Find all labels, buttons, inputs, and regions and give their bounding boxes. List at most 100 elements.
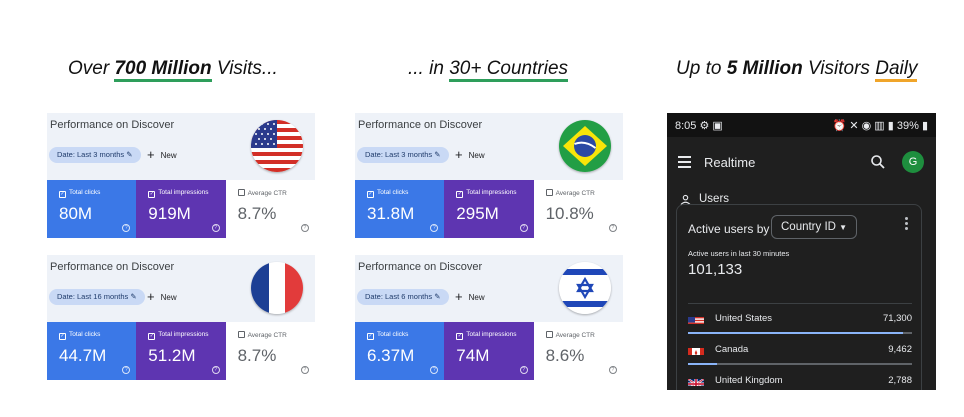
- card-title: Performance on Discover: [358, 261, 483, 273]
- metric-label: ✓ Total clicks: [367, 331, 408, 340]
- new-filter-button[interactable]: + New: [147, 147, 177, 164]
- help-icon: ?: [519, 366, 528, 374]
- metrics-row: ✓ Total clicks 6.37M? ✓ Total impressions 74…: [355, 322, 623, 380]
- metric-label-text: Average CTR: [247, 332, 287, 339]
- metrics-row: ✓ Total clicks 80M? ✓ Total impressions 919M…: [47, 180, 315, 238]
- checkbox-icon: ✓: [456, 191, 464, 198]
- country-name: United States: [715, 313, 773, 324]
- active-users-card: Active users by Country ID ▼ Active user…: [676, 204, 922, 390]
- metric-label-text: Total clicks: [377, 331, 409, 338]
- metric-value: 74M: [456, 346, 490, 365]
- checkbox-icon: [545, 189, 553, 196]
- metric-value: 31.8M: [367, 204, 415, 223]
- discover-card-france: Performance on Discover Date: Last 16 mo…: [47, 255, 315, 380]
- israel-flag-icon: [559, 262, 611, 314]
- metric-value: 295M: [456, 204, 499, 223]
- date-filter-chip[interactable]: Date: Last 3 months ✎: [357, 147, 449, 163]
- help-icon: ?: [211, 366, 220, 374]
- divider: [688, 303, 912, 304]
- active-users-total: 101,133: [688, 261, 743, 278]
- country-row[interactable]: Canada 9,462: [688, 337, 912, 367]
- help-icon: ?: [430, 224, 439, 232]
- average-ctr-tile[interactable]: Average CTR 8.6%?: [533, 322, 623, 380]
- realtime-phone-screen: 8:05 ⚙ ▣ ⏰ ✕ ◉ ▥ ▮ 39% ▮ Realtime G User…: [667, 113, 936, 390]
- country-name: Canada: [715, 344, 749, 355]
- average-ctr-tile[interactable]: Average CTR 10.8%?: [533, 180, 623, 238]
- discover-card-us: Performance on Discover Date: Last 3 mon…: [47, 113, 315, 238]
- heading-visits: Over 700 Million Visits...: [68, 58, 278, 82]
- date-label: Date: Last 3 months: [57, 150, 125, 159]
- page-title: Realtime: [704, 154, 756, 170]
- card-title: Performance on Discover: [358, 119, 483, 131]
- total-impressions-tile[interactable]: ✓ Total impressions 74M?: [444, 322, 534, 380]
- metric-label-text: Average CTR: [555, 190, 595, 197]
- plus-icon: +: [455, 289, 463, 304]
- plus-icon: +: [147, 289, 155, 304]
- menu-icon[interactable]: [678, 156, 691, 168]
- metric-label-text: Total impressions: [158, 189, 209, 196]
- metric-value: 6.37M: [367, 346, 415, 365]
- help-icon: ?: [300, 366, 309, 374]
- avatar[interactable]: G: [902, 151, 924, 173]
- date-label: Date: Last 6 months: [365, 292, 433, 301]
- clock: 8:05: [675, 119, 697, 132]
- metric-label: Average CTR: [237, 331, 287, 339]
- country-row[interactable]: United Kingdom 2,788: [688, 368, 912, 390]
- checkbox-icon: [237, 189, 245, 196]
- date-filter-chip[interactable]: Date: Last 16 months ✎: [49, 289, 145, 305]
- total-impressions-tile[interactable]: ✓ Total impressions 919M?: [136, 180, 226, 238]
- share-bar: [688, 332, 912, 334]
- total-impressions-tile[interactable]: ✓ Total impressions 51.2M?: [136, 322, 226, 380]
- metric-label: ✓ Total impressions: [148, 331, 209, 340]
- metric-label-text: Total clicks: [69, 331, 101, 338]
- checkbox-icon: [545, 331, 553, 338]
- country-value: 2,788: [888, 375, 912, 386]
- us-flag-icon: [251, 120, 303, 172]
- metric-label: ✓ Total clicks: [367, 189, 408, 198]
- metric-value: 919M: [148, 204, 191, 223]
- help-icon: ?: [122, 366, 131, 374]
- share-bar-fill: [688, 332, 904, 334]
- total-clicks-tile[interactable]: ✓ Total clicks 31.8M?: [355, 180, 445, 238]
- discover-card-israel: Performance on Discover Date: Last 6 mon…: [355, 255, 623, 380]
- metric-label-text: Average CTR: [247, 190, 287, 197]
- heading-text: Over: [68, 58, 115, 79]
- help-icon: ?: [608, 224, 617, 232]
- dropdown-value: Country ID: [781, 221, 836, 233]
- metric-value: 8.7%: [237, 346, 277, 365]
- heading-countries: ... in 30+ Countries: [408, 58, 569, 82]
- checkbox-icon: [237, 331, 245, 338]
- total-clicks-tile[interactable]: ✓ Total clicks 80M?: [47, 180, 137, 238]
- metric-label: Average CTR: [545, 189, 595, 197]
- country-row[interactable]: United States 71,300: [688, 306, 912, 336]
- metric-label: Average CTR: [237, 189, 287, 197]
- heading-underlined: Daily: [875, 58, 918, 82]
- search-icon[interactable]: [870, 154, 886, 170]
- total-clicks-tile[interactable]: ✓ Total clicks 44.7M?: [47, 322, 137, 380]
- metrics-row: ✓ Total clicks 31.8M? ✓ Total impressions 29…: [355, 180, 623, 238]
- users-label: Users: [699, 193, 730, 205]
- total-clicks-tile[interactable]: ✓ Total clicks 6.37M?: [355, 322, 445, 380]
- date-label: Date: Last 16 months: [57, 292, 129, 301]
- checkbox-icon: ✓: [148, 333, 156, 340]
- total-impressions-tile[interactable]: ✓ Total impressions 295M?: [444, 180, 534, 238]
- heading-bold: 5 Million: [726, 58, 803, 79]
- metric-value: 10.8%: [545, 204, 594, 223]
- dimension-dropdown[interactable]: Country ID ▼: [771, 215, 858, 239]
- card-title: Active users by: [688, 222, 770, 236]
- date-filter-chip[interactable]: Date: Last 3 months ✎: [49, 147, 141, 163]
- help-icon: ?: [300, 224, 309, 232]
- heading-text: Visitors: [802, 58, 876, 79]
- clock-text: 8:05 ⚙ ▣: [675, 119, 723, 132]
- new-filter-button[interactable]: + New: [455, 289, 485, 306]
- average-ctr-tile[interactable]: Average CTR 8.7%?: [225, 180, 315, 238]
- date-filter-chip[interactable]: Date: Last 6 months ✎: [357, 289, 449, 305]
- new-label: New: [160, 293, 177, 302]
- new-filter-button[interactable]: + New: [455, 147, 485, 164]
- more-options-icon[interactable]: [905, 217, 909, 230]
- checkbox-icon: ✓: [367, 191, 374, 198]
- metric-label-text: Total clicks: [69, 189, 101, 196]
- new-filter-button[interactable]: + New: [147, 289, 177, 306]
- average-ctr-tile[interactable]: Average CTR 8.7%?: [225, 322, 315, 380]
- help-icon: ?: [608, 366, 617, 374]
